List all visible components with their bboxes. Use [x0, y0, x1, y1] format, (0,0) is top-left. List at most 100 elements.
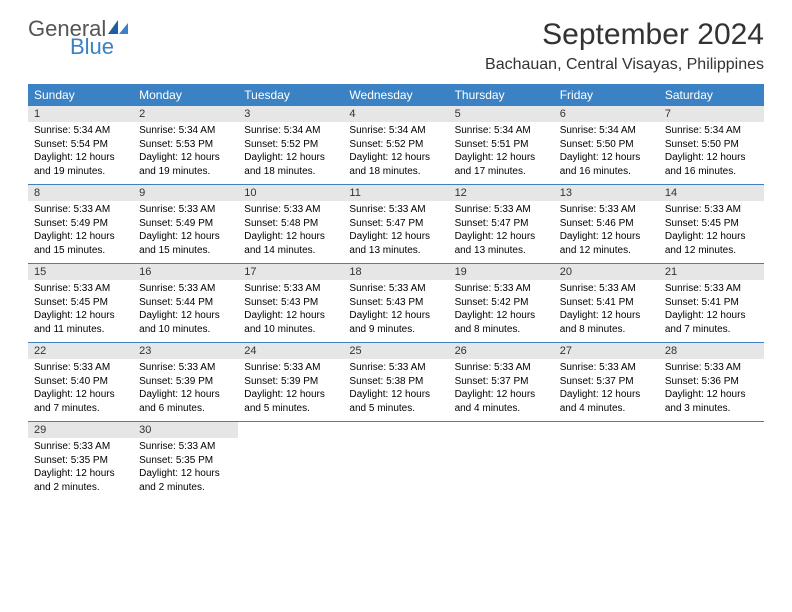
page-header: General Blue September 2024 Bachauan, Ce…: [28, 18, 764, 74]
day-number: 15: [28, 264, 133, 280]
calendar-day-cell: 11Sunrise: 5:33 AMSunset: 5:47 PMDayligh…: [343, 185, 448, 263]
day-number: 24: [238, 343, 343, 359]
calendar-week-row: 22Sunrise: 5:33 AMSunset: 5:40 PMDayligh…: [28, 343, 764, 422]
weekday-header-cell: Wednesday: [343, 84, 448, 106]
calendar-day-cell: 18Sunrise: 5:33 AMSunset: 5:43 PMDayligh…: [343, 264, 448, 342]
day-number: 3: [238, 106, 343, 122]
sunrise-text: Sunrise: 5:34 AM: [455, 124, 548, 138]
day-details: Sunrise: 5:33 AMSunset: 5:38 PMDaylight:…: [343, 359, 448, 421]
day-details: Sunrise: 5:33 AMSunset: 5:37 PMDaylight:…: [449, 359, 554, 421]
empty-cell: [449, 422, 554, 500]
weekday-header-cell: Tuesday: [238, 84, 343, 106]
sunrise-text: Sunrise: 5:33 AM: [139, 203, 232, 217]
day-number: 21: [659, 264, 764, 280]
daylight-text: Daylight: 12 hours and 18 minutes.: [349, 151, 442, 178]
sunset-text: Sunset: 5:52 PM: [349, 138, 442, 152]
sunset-text: Sunset: 5:41 PM: [665, 296, 758, 310]
empty-cell: [554, 422, 659, 500]
sunrise-text: Sunrise: 5:33 AM: [34, 361, 127, 375]
sunrise-text: Sunrise: 5:33 AM: [349, 282, 442, 296]
day-details: Sunrise: 5:33 AMSunset: 5:35 PMDaylight:…: [133, 438, 238, 500]
sunset-text: Sunset: 5:39 PM: [244, 375, 337, 389]
sunrise-text: Sunrise: 5:34 AM: [665, 124, 758, 138]
sunset-text: Sunset: 5:42 PM: [455, 296, 548, 310]
daylight-text: Daylight: 12 hours and 10 minutes.: [139, 309, 232, 336]
day-details: Sunrise: 5:33 AMSunset: 5:43 PMDaylight:…: [343, 280, 448, 342]
sunset-text: Sunset: 5:52 PM: [244, 138, 337, 152]
weekday-header-cell: Friday: [554, 84, 659, 106]
weeks-container: 1Sunrise: 5:34 AMSunset: 5:54 PMDaylight…: [28, 106, 764, 500]
sunset-text: Sunset: 5:47 PM: [349, 217, 442, 231]
day-details: Sunrise: 5:33 AMSunset: 5:48 PMDaylight:…: [238, 201, 343, 263]
weekday-header-cell: Sunday: [28, 84, 133, 106]
day-details: Sunrise: 5:33 AMSunset: 5:40 PMDaylight:…: [28, 359, 133, 421]
weekday-header-cell: Thursday: [449, 84, 554, 106]
sunset-text: Sunset: 5:54 PM: [34, 138, 127, 152]
calendar-day-cell: 19Sunrise: 5:33 AMSunset: 5:42 PMDayligh…: [449, 264, 554, 342]
calendar-day-cell: 3Sunrise: 5:34 AMSunset: 5:52 PMDaylight…: [238, 106, 343, 184]
daylight-text: Daylight: 12 hours and 13 minutes.: [455, 230, 548, 257]
day-details: Sunrise: 5:34 AMSunset: 5:51 PMDaylight:…: [449, 122, 554, 184]
sunset-text: Sunset: 5:50 PM: [560, 138, 653, 152]
day-details: Sunrise: 5:33 AMSunset: 5:42 PMDaylight:…: [449, 280, 554, 342]
day-details: Sunrise: 5:34 AMSunset: 5:50 PMDaylight:…: [554, 122, 659, 184]
daylight-text: Daylight: 12 hours and 9 minutes.: [349, 309, 442, 336]
calendar-day-cell: 27Sunrise: 5:33 AMSunset: 5:37 PMDayligh…: [554, 343, 659, 421]
day-number: 8: [28, 185, 133, 201]
sunset-text: Sunset: 5:47 PM: [455, 217, 548, 231]
sunset-text: Sunset: 5:49 PM: [34, 217, 127, 231]
day-number: 16: [133, 264, 238, 280]
sunrise-text: Sunrise: 5:33 AM: [139, 440, 232, 454]
sunrise-text: Sunrise: 5:33 AM: [139, 361, 232, 375]
calendar-day-cell: 13Sunrise: 5:33 AMSunset: 5:46 PMDayligh…: [554, 185, 659, 263]
day-details: Sunrise: 5:33 AMSunset: 5:47 PMDaylight:…: [449, 201, 554, 263]
sunset-text: Sunset: 5:36 PM: [665, 375, 758, 389]
sunrise-text: Sunrise: 5:33 AM: [349, 203, 442, 217]
sunset-text: Sunset: 5:37 PM: [560, 375, 653, 389]
calendar-day-cell: 17Sunrise: 5:33 AMSunset: 5:43 PMDayligh…: [238, 264, 343, 342]
calendar-day-cell: 9Sunrise: 5:33 AMSunset: 5:49 PMDaylight…: [133, 185, 238, 263]
daylight-text: Daylight: 12 hours and 6 minutes.: [139, 388, 232, 415]
day-details: Sunrise: 5:34 AMSunset: 5:52 PMDaylight:…: [343, 122, 448, 184]
daylight-text: Daylight: 12 hours and 2 minutes.: [139, 467, 232, 494]
calendar-day-cell: 20Sunrise: 5:33 AMSunset: 5:41 PMDayligh…: [554, 264, 659, 342]
daylight-text: Daylight: 12 hours and 8 minutes.: [455, 309, 548, 336]
day-details: Sunrise: 5:33 AMSunset: 5:36 PMDaylight:…: [659, 359, 764, 421]
day-number: 30: [133, 422, 238, 438]
logo-text-blue: Blue: [70, 36, 130, 58]
day-number: 29: [28, 422, 133, 438]
sunset-text: Sunset: 5:41 PM: [560, 296, 653, 310]
day-details: Sunrise: 5:33 AMSunset: 5:49 PMDaylight:…: [28, 201, 133, 263]
calendar-day-cell: 12Sunrise: 5:33 AMSunset: 5:47 PMDayligh…: [449, 185, 554, 263]
day-details: Sunrise: 5:33 AMSunset: 5:45 PMDaylight:…: [659, 201, 764, 263]
day-number: 12: [449, 185, 554, 201]
daylight-text: Daylight: 12 hours and 19 minutes.: [34, 151, 127, 178]
sunrise-text: Sunrise: 5:33 AM: [34, 203, 127, 217]
day-details: Sunrise: 5:34 AMSunset: 5:50 PMDaylight:…: [659, 122, 764, 184]
sunset-text: Sunset: 5:45 PM: [34, 296, 127, 310]
day-number: 28: [659, 343, 764, 359]
daylight-text: Daylight: 12 hours and 4 minutes.: [560, 388, 653, 415]
calendar-day-cell: 15Sunrise: 5:33 AMSunset: 5:45 PMDayligh…: [28, 264, 133, 342]
day-number: 2: [133, 106, 238, 122]
day-number: 6: [554, 106, 659, 122]
calendar-day-cell: 23Sunrise: 5:33 AMSunset: 5:39 PMDayligh…: [133, 343, 238, 421]
day-number: 18: [343, 264, 448, 280]
sunset-text: Sunset: 5:48 PM: [244, 217, 337, 231]
sunrise-text: Sunrise: 5:33 AM: [244, 282, 337, 296]
sunset-text: Sunset: 5:39 PM: [139, 375, 232, 389]
day-number: 13: [554, 185, 659, 201]
daylight-text: Daylight: 12 hours and 17 minutes.: [455, 151, 548, 178]
daylight-text: Daylight: 12 hours and 8 minutes.: [560, 309, 653, 336]
logo: General Blue: [28, 18, 130, 58]
day-details: Sunrise: 5:33 AMSunset: 5:43 PMDaylight:…: [238, 280, 343, 342]
sunset-text: Sunset: 5:35 PM: [139, 454, 232, 468]
daylight-text: Daylight: 12 hours and 14 minutes.: [244, 230, 337, 257]
day-number: 7: [659, 106, 764, 122]
day-details: Sunrise: 5:33 AMSunset: 5:45 PMDaylight:…: [28, 280, 133, 342]
daylight-text: Daylight: 12 hours and 12 minutes.: [560, 230, 653, 257]
calendar-day-cell: 6Sunrise: 5:34 AMSunset: 5:50 PMDaylight…: [554, 106, 659, 184]
day-number: 20: [554, 264, 659, 280]
day-number: 9: [133, 185, 238, 201]
sunset-text: Sunset: 5:50 PM: [665, 138, 758, 152]
